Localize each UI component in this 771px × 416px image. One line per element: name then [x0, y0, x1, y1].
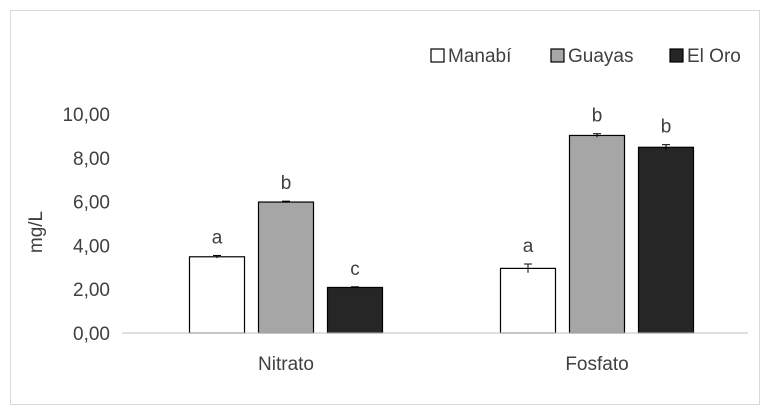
data-label: c: [350, 259, 360, 280]
legend-swatch: [550, 48, 565, 63]
bar: [568, 134, 626, 334]
y-tick-label: 10,00: [62, 105, 110, 126]
legend: Manabí Guayas El Oro: [430, 46, 741, 67]
bars: a a b b c b: [188, 106, 695, 334]
y-axis-label: mg/L: [26, 211, 47, 253]
bar: [188, 256, 246, 334]
legend-label: El Oro: [687, 46, 741, 67]
y-tick-label: 0,00: [73, 324, 110, 345]
y-tick-label: 4,00: [73, 236, 110, 257]
data-label: b: [592, 106, 603, 127]
legend-swatch: [430, 48, 445, 63]
y-tick-label: 2,00: [73, 280, 110, 301]
bar: [637, 146, 695, 334]
bar: [257, 201, 315, 334]
data-label: a: [212, 227, 223, 248]
x-tick-label: Fosfato: [565, 354, 628, 375]
y-tick-label: 6,00: [73, 193, 110, 214]
x-axis-labels: Nitrato Fosfato: [258, 354, 629, 375]
data-label: a: [523, 236, 534, 257]
bar: [326, 286, 384, 334]
legend-label: Manabí: [448, 46, 512, 67]
legend-swatch: [669, 48, 684, 63]
y-tick-label: 8,00: [73, 149, 110, 170]
x-tick-label: Nitrato: [258, 354, 314, 375]
chart-frame: [10, 10, 760, 405]
bar: [499, 267, 557, 334]
data-label: b: [661, 117, 672, 138]
legend-label: Guayas: [568, 46, 633, 67]
y-axis-ticks: 0,00 2,00 4,00 6,00 8,00 10,00: [62, 105, 110, 345]
data-label: b: [281, 173, 292, 194]
